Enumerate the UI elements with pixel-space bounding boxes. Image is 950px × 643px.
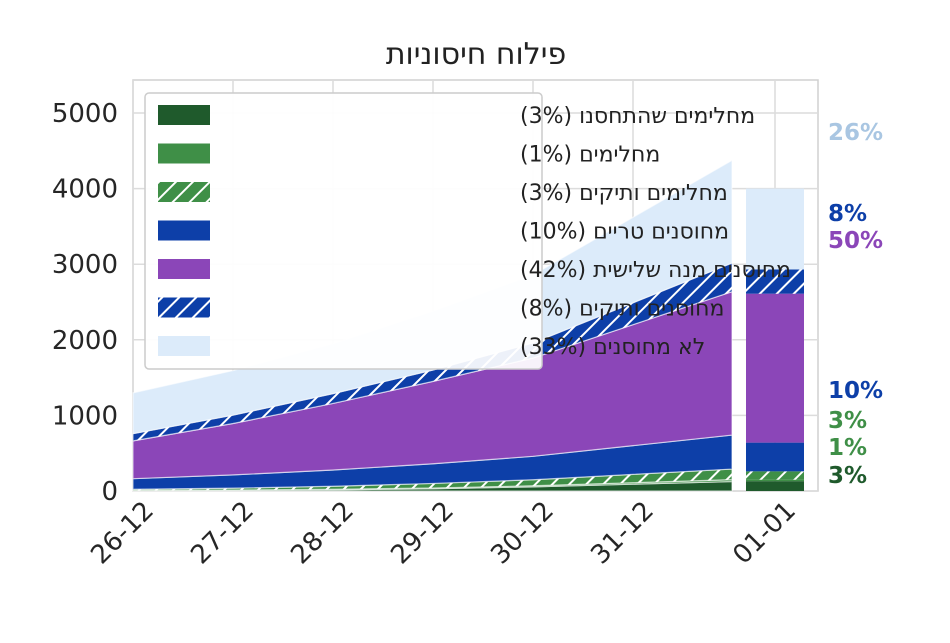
legend-label-7: לא מחוסנים (33%) — [520, 335, 705, 360]
x-tick-label: 29-12 — [385, 496, 460, 571]
x-tick-label: 01-01 — [727, 496, 802, 571]
right-percent-labels: 26% 8%50% 10% 3%1%3% — [828, 120, 883, 489]
legend-label-2: מחלימים (1%) — [520, 143, 660, 168]
x-tick-label: 31-12 — [585, 496, 660, 571]
legend: מחלימים שהתחסנו (3%) מחלימים (1%) מחלימים … — [144, 92, 791, 370]
legend-label-4: מחוסנים טריים (10%) — [520, 220, 729, 245]
y-tick-label: 0 — [101, 477, 118, 507]
projection-bar — [746, 188, 804, 491]
y-tick-label: 4000 — [52, 175, 118, 205]
y-tick-label: 2000 — [52, 326, 118, 356]
projection-segment-2 — [746, 479, 804, 482]
x-tick-label: 26-12 — [85, 496, 160, 571]
legend-label-3: מחלימים ותיקים (3%) — [520, 181, 728, 206]
legend-label-1: מחלימים שהתחסנו (3%) — [520, 104, 755, 129]
y-tick-label: 5000 — [52, 99, 118, 129]
legend-box — [144, 92, 543, 370]
right-label-1: 26% — [828, 120, 883, 146]
projection-segment-5 — [746, 293, 804, 443]
legend-swatch-5 — [158, 259, 210, 279]
right-label-6: 1% — [828, 435, 867, 461]
right-label-3: 50% — [828, 228, 883, 254]
right-label-7: 3% — [828, 463, 867, 489]
legend-swatch-1 — [158, 105, 210, 125]
legend-swatch-4 — [158, 220, 210, 241]
legend-swatch-3 — [158, 182, 210, 202]
projection-segment-3 — [746, 471, 804, 480]
projection-segment-7 — [746, 188, 804, 270]
x-tick-label: 28-12 — [285, 496, 360, 571]
legend-swatch-6 — [158, 297, 210, 318]
legend-swatch-2 — [158, 143, 210, 164]
right-label-2: 8% — [828, 201, 867, 227]
x-axis-ticks: 26-12 27-12 28-12 29-12 30-12 31-12 01-01 — [85, 496, 802, 571]
projection-segment-4 — [746, 442, 804, 472]
x-tick-label: 30-12 — [485, 496, 560, 571]
legend-label-5: מחוסנים מנה שלישית (42%) — [520, 258, 791, 283]
x-tick-label: 27-12 — [185, 496, 260, 571]
projection-segment-1 — [746, 481, 804, 491]
projection-segment-6 — [746, 269, 804, 294]
legend-label-6: מחוסנים ותיקים (8%) — [520, 297, 724, 322]
legend-swatch-7 — [158, 336, 210, 356]
y-tick-label: 3000 — [52, 250, 118, 280]
y-axis-ticks: 0 1000 2000 3000 4000 5000 — [52, 99, 118, 507]
right-label-5: 3% — [828, 408, 867, 434]
right-label-4: 10% — [828, 378, 883, 404]
y-tick-label: 1000 — [52, 401, 118, 431]
chart-title: פילוח חיסוניות — [386, 37, 566, 72]
